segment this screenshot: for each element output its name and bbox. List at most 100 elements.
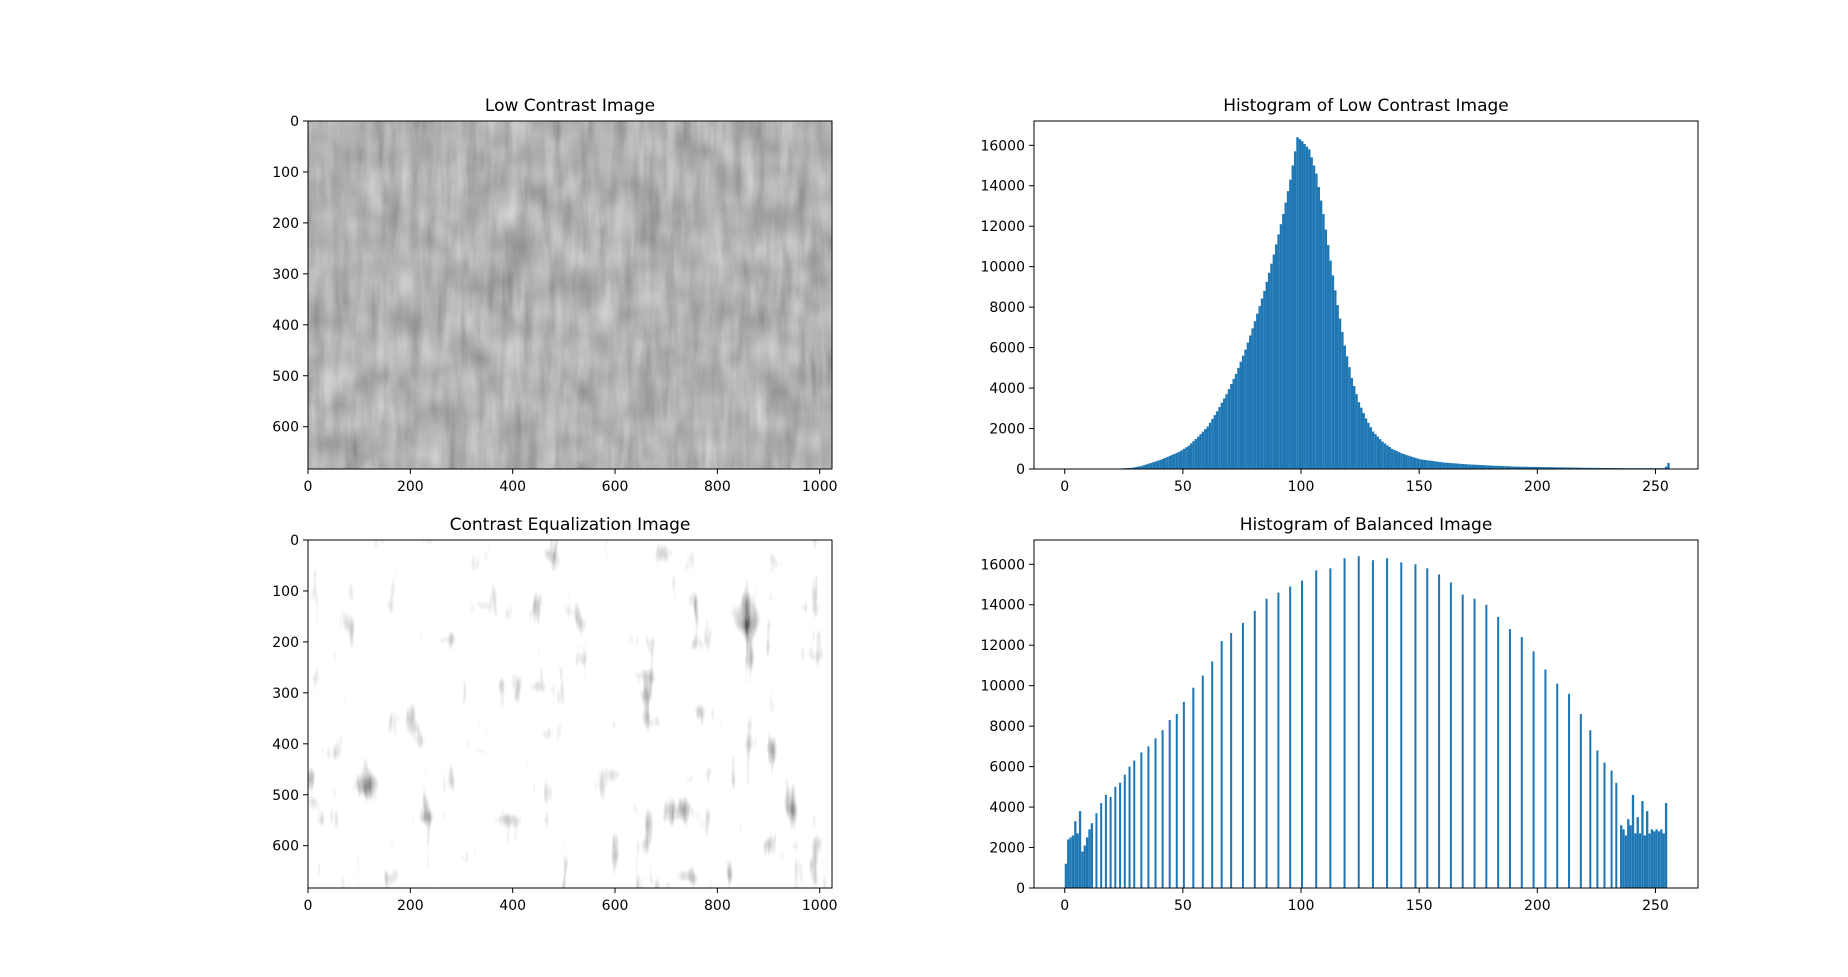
histogram-bar bbox=[1591, 467, 1595, 469]
histogram-bar bbox=[1572, 467, 1576, 469]
histogram-bar bbox=[1152, 462, 1155, 469]
y-tick-label: 600 bbox=[272, 420, 299, 436]
histogram-bar bbox=[1213, 415, 1216, 469]
histogram-bar bbox=[1473, 464, 1476, 469]
x-tick-label: 600 bbox=[602, 479, 629, 495]
histogram-bar bbox=[1379, 439, 1382, 469]
histogram-bar bbox=[1556, 467, 1559, 469]
histogram-bar bbox=[1161, 458, 1165, 469]
y-tick-label: 600 bbox=[272, 839, 299, 855]
histogram-bar bbox=[1074, 821, 1077, 888]
histogram-bar bbox=[1485, 604, 1488, 888]
histogram-bar bbox=[1480, 465, 1484, 469]
histogram-bar bbox=[1662, 833, 1665, 888]
histogram-bar bbox=[1130, 467, 1134, 469]
histogram-bar bbox=[1182, 701, 1185, 888]
histogram-bar bbox=[1438, 574, 1441, 888]
histogram-bar bbox=[1279, 224, 1283, 469]
x-tick-label: 0 bbox=[304, 898, 313, 914]
histogram-bar bbox=[1067, 839, 1070, 888]
histogram-bar bbox=[1234, 373, 1238, 469]
histogram-bar bbox=[1220, 641, 1223, 888]
histogram-bar bbox=[1289, 179, 1292, 470]
y-tick-label: 8000 bbox=[989, 300, 1025, 316]
histogram-bar bbox=[1334, 290, 1337, 469]
histogram-bar bbox=[1395, 450, 1398, 469]
histogram-bar bbox=[1149, 462, 1153, 469]
histogram-bar bbox=[1409, 456, 1413, 469]
histogram-bar bbox=[1383, 443, 1387, 469]
histogram-bar bbox=[1301, 580, 1304, 888]
histogram-bar bbox=[1631, 794, 1635, 888]
histogram-bar bbox=[1494, 465, 1498, 469]
histogram-bar bbox=[1473, 598, 1476, 888]
histogram-bar bbox=[1539, 467, 1543, 469]
histogram-bar bbox=[1133, 760, 1136, 888]
subplot-title: Histogram of Low Contrast Image bbox=[1223, 96, 1509, 116]
histogram-bar bbox=[1282, 214, 1285, 469]
x-tick-label: 50 bbox=[1174, 479, 1192, 495]
histogram-bar bbox=[1598, 467, 1602, 469]
histogram-bar bbox=[1338, 318, 1342, 469]
subplot-title: Histogram of Balanced Image bbox=[1240, 515, 1493, 535]
histogram-bar bbox=[1246, 342, 1250, 469]
x-tick-label: 0 bbox=[304, 479, 313, 495]
x-tick-label: 800 bbox=[704, 479, 731, 495]
histogram-bar bbox=[1589, 730, 1592, 888]
histogram-bar bbox=[1369, 427, 1372, 469]
x-tick-label: 50 bbox=[1174, 898, 1192, 914]
histogram-bar bbox=[1594, 467, 1597, 469]
x-tick-label: 150 bbox=[1406, 898, 1433, 914]
histogram-bar bbox=[1459, 463, 1462, 469]
histogram-bar bbox=[1426, 568, 1429, 888]
histogram-bar bbox=[1371, 560, 1374, 888]
histogram-bar bbox=[1069, 837, 1072, 888]
histogram-bar bbox=[1201, 431, 1205, 469]
y-tick-label: 2000 bbox=[989, 841, 1025, 857]
histogram-bar bbox=[1397, 452, 1401, 469]
histogram-bar bbox=[1381, 441, 1384, 469]
grass-image bbox=[308, 121, 832, 469]
histogram-bar bbox=[1218, 407, 1221, 469]
histogram-bar bbox=[1499, 465, 1502, 469]
histogram-bar bbox=[1525, 466, 1528, 469]
histogram-bar bbox=[1624, 835, 1628, 888]
histogram-bar bbox=[1078, 811, 1082, 888]
histogram-bar bbox=[1390, 448, 1394, 469]
histogram-bar bbox=[1464, 464, 1467, 469]
histogram-bar bbox=[1421, 459, 1424, 469]
histogram-bar bbox=[1133, 467, 1136, 469]
histogram-bar bbox=[1404, 454, 1408, 469]
histogram-bar bbox=[1331, 275, 1335, 469]
histogram-bar bbox=[1310, 157, 1313, 470]
histogram-bar bbox=[1629, 825, 1632, 888]
histogram-bar bbox=[1534, 466, 1538, 469]
histogram-bar bbox=[1128, 467, 1131, 469]
histogram-bar bbox=[1284, 202, 1287, 469]
histogram-bar bbox=[1154, 461, 1157, 469]
y-tick-label: 6000 bbox=[989, 341, 1025, 357]
histogram-bar bbox=[1192, 441, 1195, 469]
y-tick-label: 8000 bbox=[989, 719, 1025, 735]
axes-frame bbox=[307, 120, 833, 470]
histogram-bar bbox=[1376, 436, 1380, 469]
histogram-bar bbox=[1241, 622, 1244, 888]
histogram-bar bbox=[1298, 139, 1302, 469]
y-tick-label: 10000 bbox=[980, 679, 1025, 695]
subplot-title: Contrast Equalization Image bbox=[450, 515, 691, 535]
histogram-bar bbox=[1532, 651, 1535, 888]
histogram-bar bbox=[1551, 467, 1554, 469]
histogram-bar bbox=[1286, 191, 1290, 469]
histogram-bar bbox=[1206, 426, 1209, 469]
histogram-bar bbox=[1638, 833, 1642, 888]
histogram-bar bbox=[1187, 445, 1190, 469]
histogram-bar bbox=[1350, 377, 1354, 469]
histogram-bar bbox=[1428, 460, 1432, 469]
histogram-bar bbox=[1454, 463, 1458, 469]
histogram-bar bbox=[1230, 384, 1233, 469]
histogram-bar bbox=[1537, 466, 1540, 469]
subplot-3: Contrast Equalization Image 0 200 400 600 800… bbox=[272, 515, 837, 914]
histogram-bar bbox=[1438, 461, 1441, 469]
histogram-bar bbox=[1270, 263, 1273, 469]
histogram-bar bbox=[1657, 831, 1661, 888]
